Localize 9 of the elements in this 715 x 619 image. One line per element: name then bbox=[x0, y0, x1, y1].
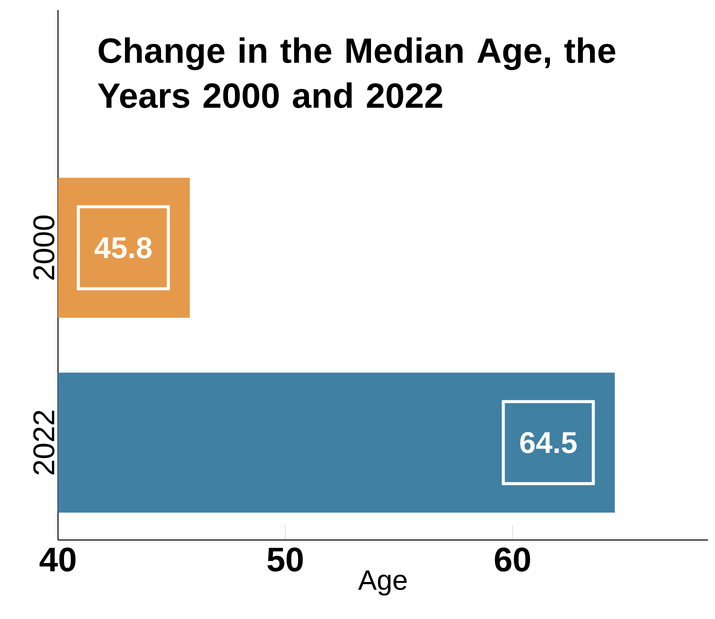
x-tick-label: 50 bbox=[267, 548, 303, 572]
x-axis-title: Age bbox=[358, 570, 407, 596]
data-label: 64.5 bbox=[520, 432, 577, 454]
y-tick-label: 2022 bbox=[33, 410, 54, 474]
data-label: 45.8 bbox=[94, 237, 152, 258]
text: Change in the Median Age, the Years 2000 and 2022 bbox=[98, 37, 616, 108]
x-tick-label: 60 bbox=[494, 548, 530, 572]
y-tick-label: 2000 bbox=[33, 216, 54, 280]
x-tick-label: 40 bbox=[40, 548, 76, 572]
